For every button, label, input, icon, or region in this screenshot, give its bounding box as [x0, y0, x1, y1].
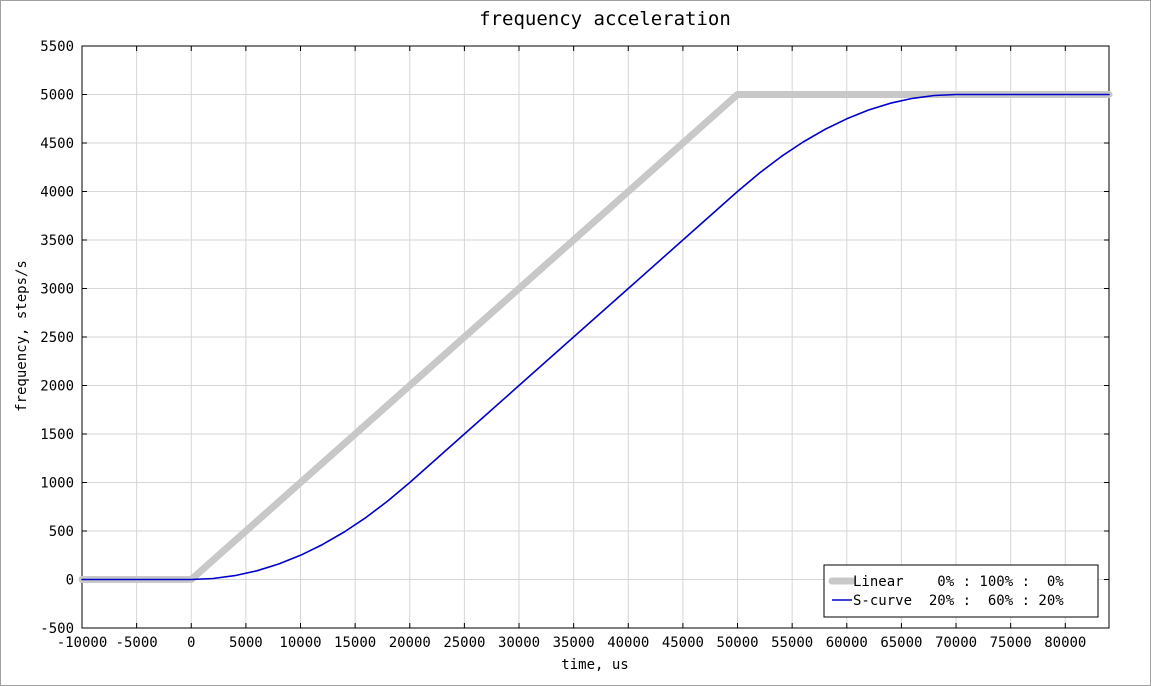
y-tick-label: 3000	[40, 282, 74, 298]
y-tick-label: 500	[49, 524, 74, 540]
x-tick-label: 70000	[935, 635, 977, 651]
x-axis-label: time, us	[561, 657, 628, 673]
y-tick-label: 4500	[40, 136, 74, 152]
x-axis: -10000 -5000 0 5000 10000 15000 20000 25000 3000…	[57, 46, 1086, 651]
y-tick-label: 2500	[40, 330, 74, 346]
x-tick-label: 30000	[498, 635, 540, 651]
x-tick-label: 20000	[389, 635, 431, 651]
y-tick-label: 4000	[40, 185, 74, 201]
x-tick-label: 35000	[553, 635, 595, 651]
y-tick-label: 5000	[40, 88, 74, 104]
x-tick-label: -10000	[57, 635, 108, 651]
legend-label-s-curve: S-curve 20% : 60% : 20%	[853, 593, 1064, 609]
y-tick-label: -500	[40, 621, 74, 637]
x-tick-label: 75000	[990, 635, 1032, 651]
series-line-s-curve	[81, 93, 1110, 581]
x-tick-label: 65000	[880, 635, 922, 651]
legend-box	[823, 564, 1099, 618]
x-tick-label: 10000	[279, 635, 321, 651]
x-tick-label: 55000	[771, 635, 813, 651]
x-tick-label: -5000	[116, 635, 158, 651]
x-tick-label: 45000	[662, 635, 704, 651]
x-tick-label: 40000	[607, 635, 649, 651]
y-axis-label: frequency, steps/s	[14, 260, 30, 412]
x-tick-label: 5000	[229, 635, 263, 651]
y-tick-label: 1000	[40, 476, 74, 492]
y-tick-label: 2000	[40, 379, 74, 395]
legend: Linear 0% : 100% : 0% S-curve 20% : 60% …	[823, 564, 1099, 618]
y-tick-label: 1500	[40, 427, 74, 443]
chart-title: frequency acceleration	[479, 8, 731, 30]
x-tick-label: 0	[187, 635, 195, 651]
y-axis: -500 0 500 1000 1500 2000 2500 3000 3500 4000 4500…	[40, 39, 1109, 637]
x-tick-label: 50000	[716, 635, 758, 651]
x-tick-label: 60000	[826, 635, 868, 651]
x-tick-label: 25000	[443, 635, 485, 651]
y-tick-label: 0	[66, 573, 74, 589]
y-tick-label: 5500	[40, 39, 74, 55]
series-group	[78, 91, 1113, 583]
y-tick-label: 3500	[40, 233, 74, 249]
legend-label-linear: Linear 0% : 100% : 0%	[853, 574, 1064, 590]
x-tick-label: 15000	[334, 635, 376, 651]
x-tick-label: 80000	[1044, 635, 1086, 651]
